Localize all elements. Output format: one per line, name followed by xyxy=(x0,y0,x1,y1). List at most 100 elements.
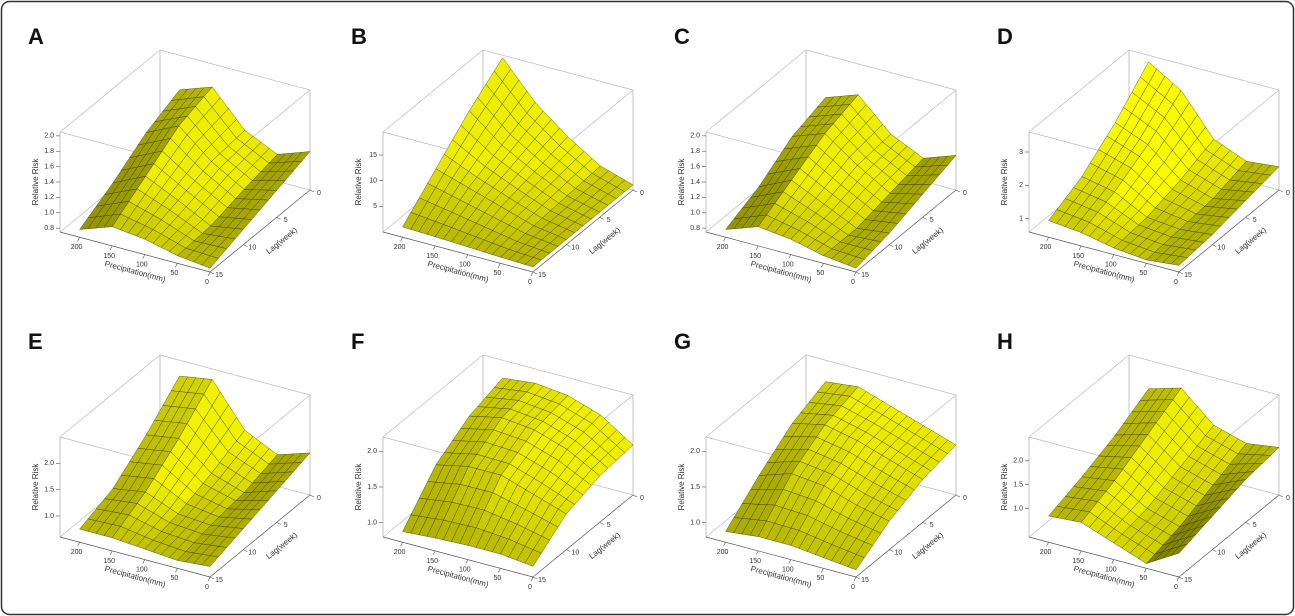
y-axis-title: Lag(week) xyxy=(910,225,945,256)
z-tick-label: 1.2 xyxy=(690,194,700,201)
y-tick xyxy=(276,217,281,220)
y-tick xyxy=(1212,549,1217,552)
y-tick-label: 0 xyxy=(1286,495,1290,502)
y-tick-label: 5 xyxy=(284,522,288,529)
box-edge xyxy=(705,49,807,133)
surface-facet xyxy=(847,554,865,571)
z-tick-label: 1.5 xyxy=(690,484,700,491)
x-tick-label: 50 xyxy=(1139,575,1147,582)
panel: E 1.0 1.5 2.0 0 50 100 150 200 0 5 10 15 Relative Ris… xyxy=(28,329,321,591)
x-tick xyxy=(821,568,824,573)
x-tick-label: 50 xyxy=(816,270,824,277)
x-tick-label: 100 xyxy=(1105,566,1117,573)
x-tick-label: 0 xyxy=(1174,279,1178,286)
x-tick-label: 200 xyxy=(717,244,729,251)
y-axis-title: Lag(week) xyxy=(264,225,299,256)
box-edge xyxy=(1028,354,1130,438)
x-tick-label: 150 xyxy=(1072,558,1084,565)
box-edge xyxy=(1028,536,1180,578)
y-tick-label: 0 xyxy=(640,190,644,197)
y-tick-label: 15 xyxy=(1184,577,1192,584)
x-tick xyxy=(142,559,146,564)
y-tick xyxy=(1178,271,1184,275)
y-tick-label: 15 xyxy=(861,577,869,584)
x-tick xyxy=(530,271,534,277)
z-tick-label: 1.5 xyxy=(1013,481,1023,488)
box-edge xyxy=(59,231,211,273)
y-tick xyxy=(599,522,604,525)
x-tick xyxy=(142,254,146,259)
x-tick xyxy=(530,576,534,582)
y-tick-label: 15 xyxy=(1184,272,1192,279)
box-edge xyxy=(532,494,634,578)
box-edge xyxy=(1178,189,1280,273)
y-tick-label: 5 xyxy=(607,522,611,529)
y-tick-label: 5 xyxy=(284,217,288,224)
y-axis-title: Lag(week) xyxy=(587,225,622,256)
z-tick-label: 1.0 xyxy=(1013,505,1023,512)
x-tick xyxy=(788,254,792,259)
panel-letter: A xyxy=(28,24,44,49)
y-tick xyxy=(922,217,927,220)
y-tick-label: 10 xyxy=(248,550,256,557)
z-tick-label: 1.0 xyxy=(44,513,54,520)
x-tick xyxy=(109,245,113,251)
y-tick xyxy=(889,549,894,552)
x-tick-label: 100 xyxy=(459,566,471,573)
panel-letter: H xyxy=(997,329,1013,354)
panel-letter: E xyxy=(28,329,43,354)
box-edge xyxy=(1028,231,1180,273)
y-tick-label: 5 xyxy=(607,217,611,224)
panel: A 0.8 1.0 1.2 1.4 1.6 1.8 2.0 0 50 100 150 200 0 5 10 15… xyxy=(28,24,321,286)
y-tick-label: 10 xyxy=(894,245,902,252)
x-tick xyxy=(432,245,436,251)
panel: G 1.0 1.5 2.0 0 50 100 150 200 0 5 10 15 Relative Ris… xyxy=(674,329,967,591)
x-tick xyxy=(1111,254,1115,259)
box-edge xyxy=(1128,49,1280,91)
z-tick-label: 2.0 xyxy=(44,460,54,467)
z-tick-label: 10 xyxy=(369,178,377,185)
y-tick xyxy=(1278,189,1284,193)
box-edge xyxy=(209,494,311,578)
x-tick xyxy=(755,245,759,251)
y-tick xyxy=(955,189,961,193)
x-tick xyxy=(788,559,792,564)
z-tick-label: 1.0 xyxy=(44,210,54,217)
box-edge xyxy=(59,49,161,133)
x-tick-label: 150 xyxy=(749,558,761,565)
x-tick-label: 100 xyxy=(136,261,148,268)
x-tick xyxy=(77,237,80,242)
z-tick-label: 1 xyxy=(1019,216,1023,223)
y-tick xyxy=(566,244,571,247)
box-edge xyxy=(805,49,957,91)
y-axis-title: Lag(week) xyxy=(1233,530,1268,561)
x-tick-label: 150 xyxy=(426,253,438,260)
panel-letter: D xyxy=(997,24,1013,49)
box-edge xyxy=(382,536,534,578)
panel: H 1.0 1.5 2.0 0 50 100 150 200 0 5 10 15 Relative Ris… xyxy=(997,329,1290,591)
surface-facet xyxy=(1170,543,1188,557)
y-tick xyxy=(276,522,281,525)
x-tick xyxy=(432,550,436,556)
z-tick-label: 1.8 xyxy=(44,148,54,155)
x-tick xyxy=(755,550,759,556)
z-tick-label: 1.0 xyxy=(690,210,700,217)
z-tick-label: 1.4 xyxy=(44,179,54,186)
x-tick-label: 200 xyxy=(394,549,406,556)
y-tick-label: 5 xyxy=(1253,217,1257,224)
z-tick-label: 15 xyxy=(369,152,377,159)
y-tick xyxy=(599,217,604,220)
surface-facet xyxy=(201,555,219,567)
surface-facet xyxy=(524,549,542,567)
z-axis-title: Relative Risk xyxy=(677,158,686,206)
z-tick-label: 1.6 xyxy=(690,163,700,170)
x-tick xyxy=(77,542,80,547)
panel-letter: C xyxy=(674,24,690,49)
x-tick-label: 150 xyxy=(103,253,115,260)
surface-facet xyxy=(1170,256,1188,266)
box-edge xyxy=(382,231,534,273)
x-tick-label: 0 xyxy=(851,279,855,286)
x-tick-label: 50 xyxy=(170,575,178,582)
x-tick-label: 200 xyxy=(717,549,729,556)
